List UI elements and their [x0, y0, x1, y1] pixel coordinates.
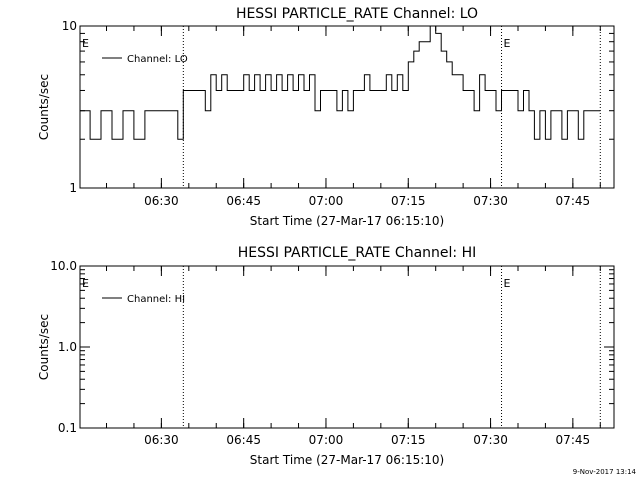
series-line — [80, 25, 601, 140]
y-tick-label: 1.0 — [58, 340, 77, 354]
panel-hi: HESSI PARTICLE_RATE Channel: HI 0.1 1.0 10.… — [37, 245, 615, 467]
y-axis-label: Counts/sec — [37, 74, 51, 140]
legend-label: Channel: HI — [127, 294, 185, 305]
y-tick-label: 10.0 — [50, 259, 77, 273]
y-axis-label: Counts/sec — [37, 314, 51, 380]
event-label: E — [82, 37, 89, 50]
x-tick-label: 07:45 — [556, 194, 591, 208]
x-tick-label: 07:00 — [309, 433, 344, 447]
event-label: E — [504, 37, 511, 50]
x-tick-label: 06:45 — [226, 433, 261, 447]
x-tick-label: 06:30 — [144, 433, 179, 447]
x-tick-label: 06:30 — [144, 194, 179, 208]
footer-stamp: 9-Nov-2017 13:14 — [573, 468, 637, 476]
x-axis-label: Start Time (27-Mar-17 06:15:10) — [250, 214, 444, 228]
legend-label: Channel: LO — [127, 54, 188, 65]
plot-frame — [79, 265, 615, 429]
plot-frame — [79, 25, 615, 189]
x-tick-label: 07:30 — [473, 433, 508, 447]
y-tick-label: 10 — [62, 19, 77, 33]
x-tick-label: 07:30 — [473, 194, 508, 208]
x-tick-label: 07:15 — [391, 433, 426, 447]
chart-title: HESSI PARTICLE_RATE Channel: LO — [236, 6, 478, 22]
x-tick-label: 07:00 — [309, 194, 344, 208]
event-label: E — [504, 277, 511, 290]
x-tick-label: 07:45 — [556, 433, 591, 447]
y-tick-label: 1 — [69, 181, 77, 195]
chart-title: HESSI PARTICLE_RATE Channel: HI — [238, 245, 476, 261]
y-tick-label: 0.1 — [58, 421, 77, 435]
x-axis-label: Start Time (27-Mar-17 06:15:10) — [250, 453, 444, 467]
event-label: E — [82, 277, 89, 290]
panel-lo: HESSI PARTICLE_RATE Channel: LO 1 10 06:30 0… — [37, 6, 615, 228]
x-tick-label: 06:45 — [226, 194, 261, 208]
x-tick-label: 07:15 — [391, 194, 426, 208]
